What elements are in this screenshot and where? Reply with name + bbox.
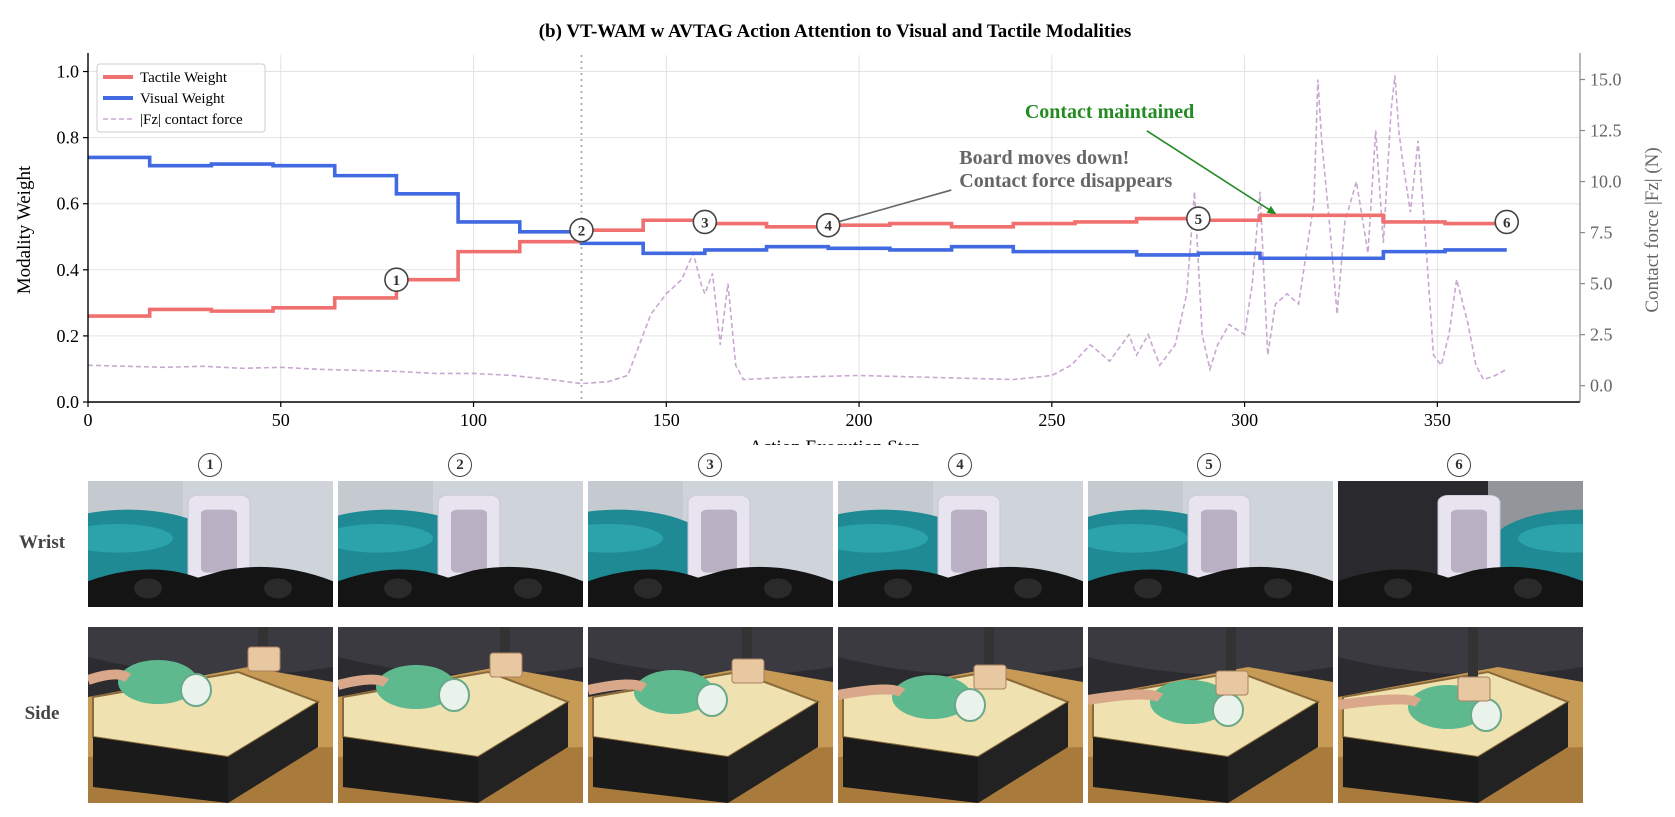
chart: (b) VT-WAM w AVTAG Action Attention to V… <box>14 21 1663 445</box>
x-tick-label: 300 <box>1231 410 1258 430</box>
chart-title: (b) VT-WAM w AVTAG Action Attention to V… <box>539 21 1132 42</box>
force-series <box>87 75 1508 385</box>
y2-tick-label: 5.0 <box>1590 274 1613 294</box>
x-tick-label: 100 <box>460 410 487 430</box>
camera-frame-drawing <box>1088 627 1333 803</box>
x-tick-label: 0 <box>84 410 93 430</box>
weight-series <box>88 155 1507 318</box>
step-marker-label: 4 <box>824 219 832 235</box>
side-camera-image <box>88 627 333 803</box>
camera-frame-drawing <box>88 481 333 607</box>
y-tick-label: 0.6 <box>57 194 80 214</box>
camera-frame-drawing <box>338 481 583 607</box>
y2-tick-label: 7.5 <box>1590 223 1613 243</box>
side-camera-image <box>1338 627 1583 803</box>
step-marker-label: 1 <box>393 273 401 289</box>
row-label-side: Side <box>24 703 60 724</box>
x-axis-label: Action Execution Step <box>749 437 921 445</box>
wrist-camera-image <box>838 481 1083 607</box>
camera-frame-drawing <box>1088 481 1333 607</box>
y-tick-label: 0.2 <box>57 326 80 346</box>
step-marker-label: 5 <box>1195 212 1203 228</box>
row-label-wrist: Wrist <box>18 532 66 553</box>
column-label: 6 <box>1447 453 1471 477</box>
annotations: Board moves down!Contact force disappear… <box>580 55 1277 402</box>
camera-frame-drawing <box>88 627 333 803</box>
side-camera-image <box>338 627 583 803</box>
annotation-arrow <box>831 189 952 226</box>
x-tick-label: 50 <box>272 410 290 430</box>
series-line-force <box>87 75 1508 385</box>
step-marker-circle <box>569 217 594 243</box>
side-camera-image <box>1088 627 1333 803</box>
y2-tick-label: 2.5 <box>1590 325 1613 345</box>
camera-frame-drawing <box>588 481 833 607</box>
y-tick-label: 1.0 <box>57 62 80 82</box>
y2-tick-label: 15.0 <box>1590 69 1622 89</box>
column-label: 5 <box>1197 453 1221 477</box>
x-tick-label: 250 <box>1038 410 1065 430</box>
step-marker-circle <box>384 267 409 293</box>
series-line-visual <box>88 155 1507 261</box>
step-marker-circle <box>692 209 718 235</box>
y2-tick-label: 0.0 <box>1590 376 1613 396</box>
camera-frame-drawing <box>838 627 1083 803</box>
side-image-row <box>88 627 1583 803</box>
annotation-text: Contact maintained <box>1025 101 1194 123</box>
step-marker-label: 6 <box>1503 215 1511 231</box>
annotation-text: Contact force disappears <box>959 170 1172 192</box>
wrist-camera-image <box>338 481 583 607</box>
step-markers: 1 2 3 4 5 6 <box>384 206 1520 293</box>
wrist-image-row <box>88 481 1583 607</box>
y-tick-label: 0.0 <box>57 392 80 412</box>
camera-frame-drawing <box>1338 481 1583 607</box>
annotation-text: Board moves down! <box>959 147 1129 169</box>
y-tick-label: 0.8 <box>57 128 80 148</box>
y2-tick-label: 12.5 <box>1590 121 1622 141</box>
y2-tick-label: 10.0 <box>1590 172 1622 192</box>
legend-entry-tactile: Tactile Weight <box>140 70 228 86</box>
side-camera-image <box>838 627 1083 803</box>
camera-frame-drawing <box>1338 627 1583 803</box>
legend: Tactile Weight Visual Weight |Fz| contac… <box>96 63 266 133</box>
step-marker-label: 3 <box>701 215 709 231</box>
series-line-tactile <box>88 213 1507 318</box>
x-tick-label: 200 <box>846 410 873 430</box>
camera-frame-drawing <box>588 627 833 803</box>
side-camera-image <box>588 627 833 803</box>
wrist-camera-image <box>1338 481 1583 607</box>
x-tick-label: 150 <box>653 410 680 430</box>
x-tick-label: 350 <box>1424 410 1451 430</box>
camera-frame-drawing <box>338 627 583 803</box>
step-marker-circle <box>815 212 841 238</box>
axes: 0 50 100 150 200 250 300 350 0.0 0.2 0.4 0.6 0.8 1.0 0… <box>57 53 1622 430</box>
wrist-camera-image <box>588 481 833 607</box>
step-marker-circle <box>1494 209 1520 235</box>
annotation-arrow <box>1146 130 1277 215</box>
legend-entry-visual: Visual Weight <box>140 91 226 107</box>
wrist-camera-image <box>1088 481 1333 607</box>
grid <box>87 55 1580 403</box>
legend-frame <box>96 63 266 133</box>
y-tick-label: 0.4 <box>57 260 80 280</box>
column-label: 2 <box>448 453 472 477</box>
column-label: 4 <box>948 453 972 477</box>
step-marker-circle <box>1186 206 1211 231</box>
legend-entry-force: |Fz| contact force <box>140 112 243 128</box>
step-marker-label: 2 <box>578 224 586 240</box>
wrist-camera-image <box>88 481 333 607</box>
column-label: 1 <box>198 453 222 477</box>
camera-frame-drawing <box>838 481 1083 607</box>
column-label: 3 <box>698 453 722 477</box>
y-axis-label: Modality Weight <box>14 165 35 294</box>
y2-axis-label: Contact force |Fz| (N) <box>1642 147 1663 312</box>
